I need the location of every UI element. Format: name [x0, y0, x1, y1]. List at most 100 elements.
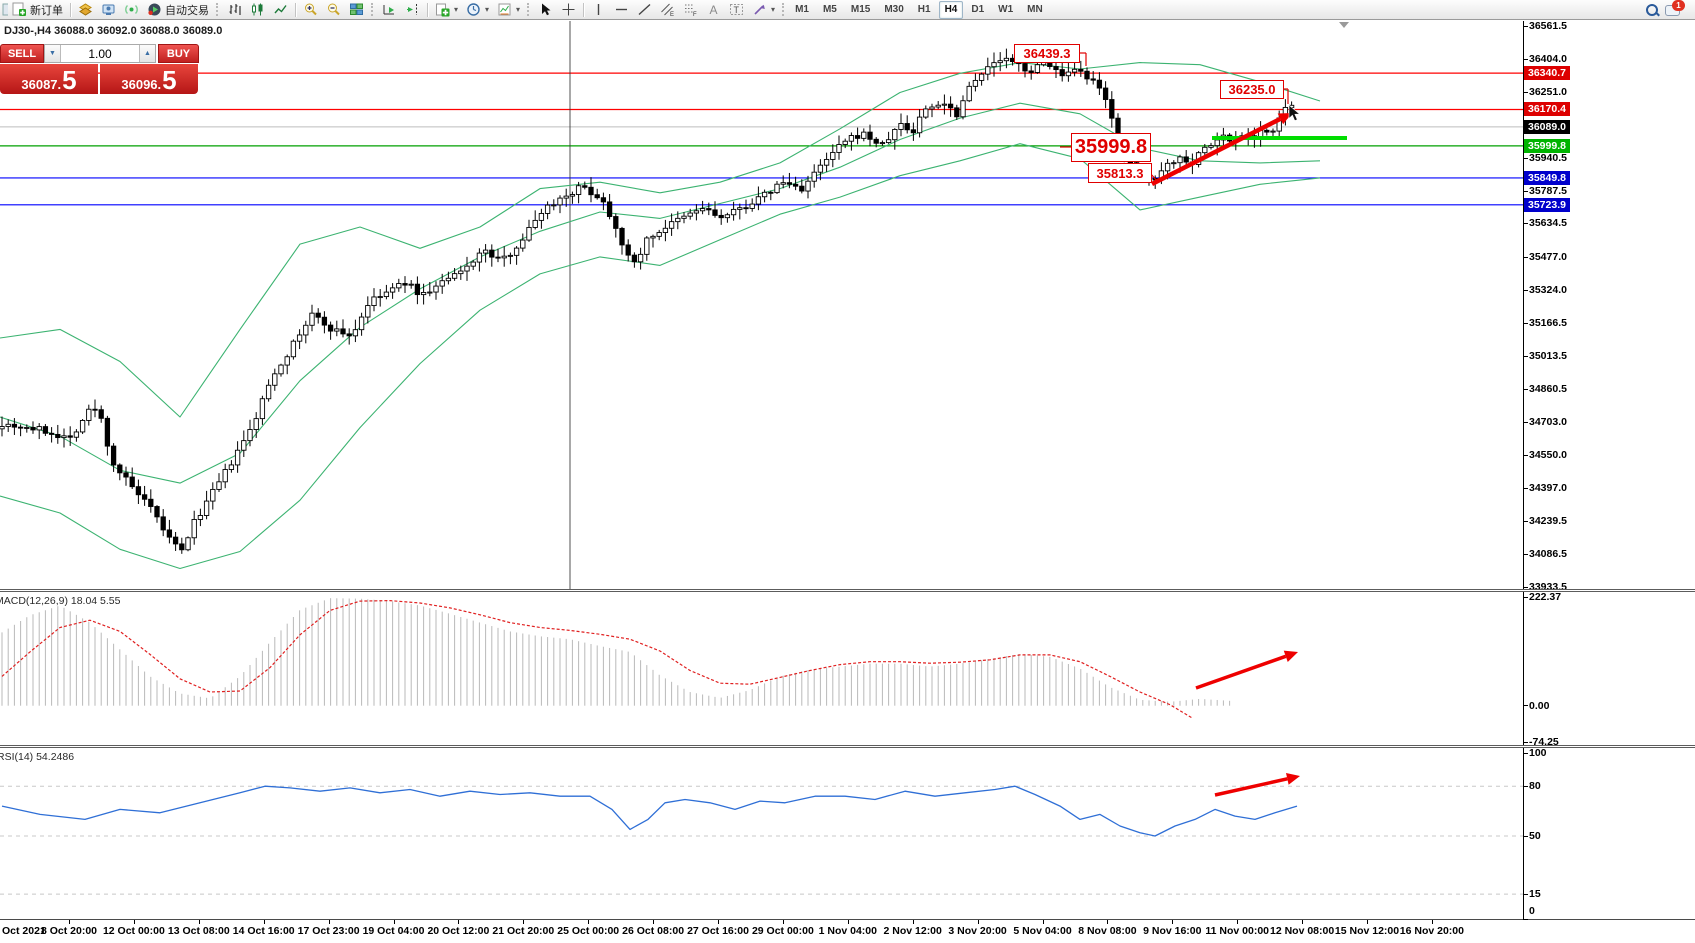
buy-price-display[interactable]: 36096. 5 [100, 64, 198, 94]
timeframe-button-w1[interactable]: W1 [998, 3, 1014, 15]
time-axis-tick [1302, 920, 1304, 924]
periods-button[interactable]: ▾ [462, 0, 493, 20]
timeframe-button-d1[interactable]: D1 [971, 3, 985, 15]
main-chart-panel[interactable] [0, 21, 1523, 589]
add-indicator-icon [435, 2, 450, 17]
panel-separator[interactable] [0, 745, 1695, 748]
price-callout-label[interactable]: 35813.3 [1088, 163, 1152, 183]
price-axis-label: 34239.5 [1529, 515, 1567, 528]
rsi-scale-label: 50 [1529, 830, 1541, 842]
price-callout-label[interactable]: 36439.3 [1014, 44, 1080, 63]
separator [70, 2, 71, 17]
expert-icon [101, 2, 116, 17]
auto-scroll-button[interactable] [378, 0, 401, 20]
time-axis-label: 11 Nov 00:00 [1205, 925, 1270, 937]
time-axis-tick [133, 920, 135, 924]
timeframe-button-m30[interactable]: M30 [884, 3, 904, 15]
timeframe-button-h4[interactable]: H4 [938, 0, 964, 19]
chevron-down-icon: ▾ [771, 5, 776, 14]
expert-button[interactable] [97, 0, 120, 20]
price-callout-label[interactable]: 36235.0 [1220, 80, 1284, 99]
chart-shift-button[interactable] [401, 0, 424, 20]
price-callout-label[interactable]: 35999.8 [1071, 133, 1151, 162]
rsi-line [1, 785, 1298, 837]
price-axis-badge: 36089.0 [1524, 119, 1570, 134]
chart-shift-marker[interactable] [1339, 22, 1349, 28]
add-indicator-button[interactable]: ▾ [431, 0, 462, 20]
price-tick [1523, 355, 1528, 357]
time-axis-label: 21 Oct 20:00 [492, 925, 555, 937]
rsi-indicator-panel[interactable] [0, 748, 1523, 919]
macd-indicator-panel[interactable] [0, 592, 1523, 744]
arrows-tool-button[interactable]: ▾ [748, 0, 779, 20]
text-tool-button[interactable]: A [702, 0, 725, 20]
green-trendline-object[interactable] [1212, 136, 1347, 140]
clipped-icon [2, 2, 8, 17]
price-tick [1523, 190, 1528, 192]
hline-tool-button[interactable] [610, 0, 633, 20]
toolbar-grip [527, 3, 531, 16]
layers-button[interactable] [74, 0, 97, 20]
channel-tool-button[interactable]: E [656, 0, 679, 20]
panel-separator[interactable] [0, 589, 1695, 592]
zoom-in-button[interactable] [299, 0, 322, 20]
auto-trading-button[interactable]: 自动交易 [143, 0, 213, 20]
time-axis-label: 12 Oct 00:00 [102, 925, 165, 937]
volume-input[interactable] [61, 45, 139, 62]
auto-scroll-icon [382, 2, 397, 17]
price-axis-spine [1523, 21, 1524, 920]
chat-icon[interactable]: 1 [1665, 0, 1685, 17]
timeframe-button-mn[interactable]: MN [1027, 3, 1043, 15]
timeframe-button-h1[interactable]: H1 [917, 3, 931, 15]
time-axis-label: 12 Nov 08:00 [1269, 925, 1335, 937]
macd-scale-tick [1523, 705, 1528, 707]
sell-button[interactable]: SELL [0, 44, 44, 63]
cursor-tool-button[interactable] [534, 0, 557, 20]
price-axis-label: 34703.0 [1529, 416, 1567, 429]
volume-up-button[interactable]: ▲ [139, 45, 155, 62]
trendline-tool-button[interactable] [633, 0, 656, 20]
chat-badge: 1 [1672, 0, 1685, 11]
crosshair-icon [561, 2, 576, 17]
line-chart-button[interactable] [269, 0, 292, 20]
price-tick [1523, 521, 1528, 523]
toolbar-right-icons: 1 [1645, 0, 1693, 17]
signals-button[interactable] [120, 0, 143, 20]
crosshair-tool-button[interactable] [557, 0, 580, 20]
rsi-label: RSI(14) 54.2486 [0, 751, 75, 763]
new-order-button[interactable]: 新订单 [8, 0, 67, 20]
price-axis-label: 35787.5 [1529, 184, 1567, 197]
sell-price-display[interactable]: 36087. 5 [0, 64, 98, 94]
zoom-in-icon [303, 2, 318, 17]
rsi-scale-label: 0 [1529, 905, 1535, 917]
time-axis-tick [458, 920, 460, 924]
candle-chart-button[interactable] [246, 0, 269, 20]
templates-button[interactable]: ▾ [493, 0, 524, 20]
price-axis-label: 34086.5 [1529, 547, 1567, 560]
buy-button[interactable]: BUY [158, 44, 199, 63]
rsi-scale-tick [1523, 893, 1528, 895]
buy-price-frac: 5 [162, 65, 177, 95]
time-axis-label: 1 Nov 04:00 [818, 925, 877, 937]
search-icon[interactable] [1645, 3, 1660, 17]
time-axis-tick [1367, 920, 1368, 924]
bar-chart-button[interactable] [223, 0, 246, 20]
macd-label: MACD(12,26,9) 18.04 5.55 [0, 595, 121, 607]
zoom-out-button[interactable] [322, 0, 345, 20]
price-axis-badge: 35723.9 [1524, 197, 1570, 212]
price-axis-label: 35324.0 [1529, 283, 1567, 296]
templates-icon [497, 2, 512, 17]
fibonacci-tool-button[interactable]: F [679, 0, 702, 20]
top-toolbar: 新订单 自动交易 ▾ ▾ ▾ E F A T ▾ M1 M5 M15 M30 H1 H4 D… [0, 0, 1695, 20]
tile-windows-button[interactable] [345, 0, 368, 20]
timeframe-button-m15[interactable]: M15 [850, 3, 871, 15]
timeframe-button-m1[interactable]: M1 [795, 3, 809, 15]
volume-down-button[interactable]: ▼ [45, 45, 61, 62]
trendline-icon [637, 2, 652, 17]
label-tool-button[interactable]: T [725, 0, 748, 20]
timeframe-button-m5[interactable]: M5 [822, 3, 837, 15]
vline-tool-button[interactable] [587, 0, 610, 20]
layers-icon [78, 2, 93, 17]
time-axis-tick [263, 920, 265, 924]
price-tick [1523, 257, 1528, 258]
